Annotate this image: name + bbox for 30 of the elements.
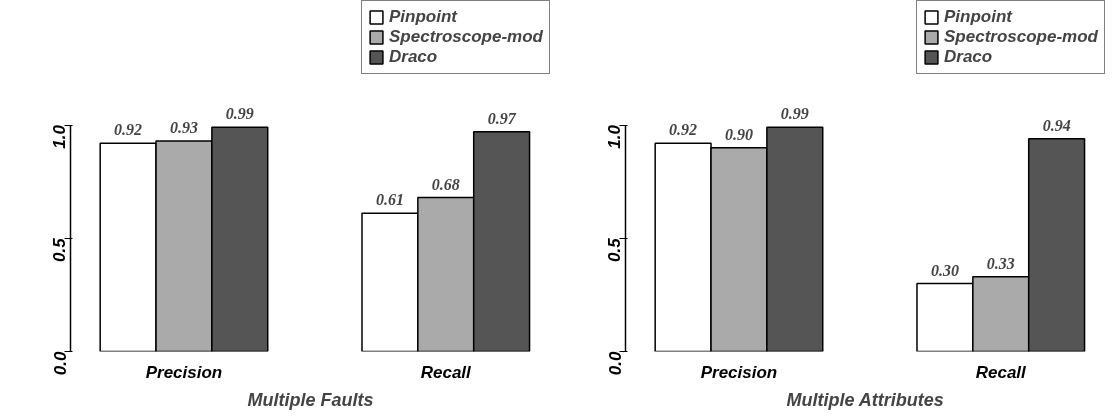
legend-label: Spectroscope-mod [944, 27, 1098, 47]
data-label: 0.90 [724, 125, 753, 143]
legend-label: Draco [389, 47, 438, 67]
x-tick-label: Recall [420, 362, 473, 382]
y-tick-label: 1.0 [50, 124, 70, 149]
data-label: 0.99 [780, 105, 809, 123]
data-label: 0.93 [169, 118, 198, 136]
legend-label: Spectroscope-mod [389, 27, 543, 47]
data-label: 0.92 [669, 121, 698, 139]
data-label: 0.92 [114, 121, 143, 139]
data-label: 0.61 [375, 191, 404, 209]
legend-label: Draco [944, 47, 993, 67]
x-tick-label: Recall [975, 362, 1028, 382]
data-label: 0.33 [986, 254, 1015, 272]
x-axis-title: Multiple Faults [247, 389, 374, 410]
y-tick-label: 0.5 [605, 237, 625, 262]
data-label: 0.94 [1042, 116, 1071, 134]
x-tick-label: Precision [700, 362, 778, 382]
y-tick-label: 0.0 [605, 350, 625, 376]
data-label: 0.68 [431, 175, 460, 193]
legend-label: Pinpoint [944, 7, 1012, 27]
legend-label: Pinpoint [389, 7, 457, 27]
data-label: 0.30 [930, 261, 959, 279]
y-tick-label: 0.5 [50, 237, 70, 262]
y-tick-label: 1.0 [605, 124, 625, 149]
data-label: 0.97 [487, 109, 517, 127]
x-axis-title: Multiple Attributes [786, 389, 944, 410]
data-label: 0.99 [225, 105, 254, 123]
y-tick-label: 0.0 [50, 350, 70, 376]
x-tick-label: Precision [145, 362, 223, 382]
